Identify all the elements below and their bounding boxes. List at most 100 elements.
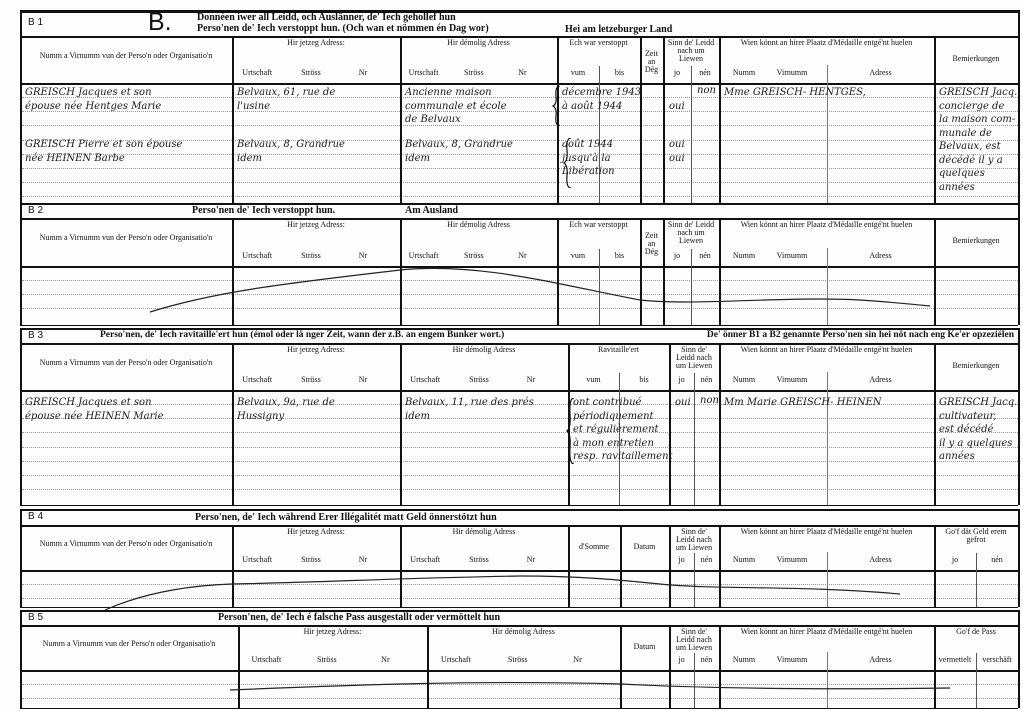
- section-id: B 4: [28, 511, 44, 522]
- column-divider: [427, 625, 429, 708]
- column-header-former: Hir démolig Adress: [452, 527, 516, 536]
- column-header-name: Numm a Virnumm vun der Perso'n oder Orga…: [39, 357, 213, 367]
- subheader-vermettelt: vermettelt: [938, 655, 972, 664]
- section-title: Perso'nen, de' Iech während Erer Illégal…: [195, 511, 497, 523]
- section-title: Person'nen, de' Iech é falsche Pass ausg…: [218, 612, 501, 623]
- subheader-bis: bis: [614, 251, 625, 260]
- subheader-urtschaft: Urtschaft: [441, 655, 471, 664]
- handwritten-ravit: ont contribué: [573, 397, 642, 408]
- column-header-bem: Bemierkungen: [952, 236, 1000, 245]
- subheader-virnumm: Virnumm: [776, 251, 808, 260]
- subcolumn-divider: [694, 373, 695, 505]
- right-border: [1018, 509, 1020, 607]
- subheader-virnumm: Virnumm: [776, 375, 808, 384]
- ruled-line: [22, 475, 1018, 476]
- column-header-sinn: Sinn de' Leidd nach um Liewen: [675, 627, 713, 652]
- section-top-border: [20, 509, 1018, 511]
- column-header-ravit: Ravitaille'ert: [598, 345, 639, 354]
- section-title: Perso'nen de' Iech verstoppt hun. (Och w…: [197, 23, 489, 34]
- column-header-pass: Go'f de Pass: [956, 627, 996, 636]
- column-header-wien: Wien könnt an hirer Plaatz d'Médaille en…: [740, 220, 913, 229]
- handwritten-cur: l'usine: [237, 100, 271, 112]
- subcolumn-divider: [619, 373, 620, 505]
- ruled-line: [22, 280, 1018, 281]
- column-divider: [719, 343, 721, 505]
- section-top-border: [20, 328, 1018, 330]
- column-divider: [232, 525, 234, 607]
- column-header-cur: Hir jetzeg Adress:: [303, 627, 362, 636]
- subheader-ströss: Ströss: [301, 555, 321, 564]
- column-header-name: Numm a Virnumm vun der Perso'n oder Orga…: [39, 50, 213, 60]
- subheader-nr: Nr: [526, 555, 536, 564]
- subcolumn-divider: [827, 652, 828, 708]
- subheader-vum: vum: [586, 375, 601, 384]
- handwritten-former: Ancienne maison: [405, 87, 492, 98]
- left-border: [20, 328, 22, 505]
- subcolumn-divider: [827, 552, 828, 607]
- column-divider: [719, 525, 721, 607]
- column-divider: [232, 36, 234, 203]
- header-top-border: [20, 625, 1018, 627]
- subheader-nr: Nr: [526, 375, 536, 384]
- ruled-line: [22, 418, 1018, 420]
- right-border: [1018, 610, 1020, 708]
- header-bottom-border: [20, 266, 1018, 268]
- subheader-urtschaft: Urtschaft: [408, 251, 439, 260]
- subheader-nr: Nr: [358, 251, 368, 260]
- subheader-nén: nén: [699, 68, 711, 77]
- column-header-wien: Wien könnt an hirer Plaatz d'Médaille en…: [740, 527, 913, 536]
- handwritten-cur: Belvaux, 61, rue de: [237, 87, 336, 98]
- subheader-numm: Numm: [732, 655, 756, 664]
- column-divider: [669, 343, 671, 505]
- subheader-nr: Nr: [518, 251, 527, 260]
- column-divider: [719, 218, 721, 325]
- subheader-adress: Adress: [869, 655, 892, 664]
- handwritten-hid: Libération: [562, 166, 615, 177]
- ruled-line: [22, 294, 1018, 296]
- column-header-wien: Wien könnt an hirer Plaatz d'Médaille en…: [740, 38, 913, 47]
- column-header-sinn: Sinn de' Leidd nach um Liewen: [667, 220, 715, 245]
- handwritten-bem: GREISCH Jacq.: [939, 397, 1018, 408]
- subheader-adress: Adress: [869, 555, 892, 564]
- column-divider: [663, 218, 665, 325]
- curly-brace: [566, 398, 575, 464]
- ruled-line: [22, 684, 1018, 685]
- ruled-line: [22, 111, 1018, 113]
- section-id: B 5: [28, 611, 44, 623]
- ruled-line: [22, 168, 1018, 169]
- column-header-zeit: Zeit an Dég: [644, 231, 659, 256]
- handwritten-cur: Belvaux, 9a, rue de: [237, 397, 335, 408]
- column-header-hid: Ech war verstoppt: [569, 38, 628, 47]
- section-id: B 2: [28, 204, 44, 216]
- column-divider: [568, 343, 570, 505]
- subcolumn-divider: [694, 553, 695, 607]
- handwritten-nen: non: [700, 395, 719, 406]
- ruled-line: [22, 446, 1018, 448]
- handwritten-ravit: et régulièrement: [573, 424, 659, 435]
- subcolumn-divider: [691, 249, 692, 325]
- column-header-cur: Hir jetzeg Adress:: [287, 38, 345, 47]
- column-header-bem: Bemierkungen: [952, 360, 1000, 370]
- subheader-ströss: Ströss: [464, 68, 484, 77]
- ruled-line: [22, 182, 1018, 184]
- column-header-cur: Hir jetzeg Adress:: [287, 220, 345, 229]
- subcolumn-divider: [599, 249, 600, 325]
- subheader-jo: jo: [673, 251, 681, 260]
- ruled-line: [22, 460, 1018, 462]
- section-title: Perso'nen, de' Iech ravitaille'ert hun (…: [100, 330, 505, 340]
- right-border: [1018, 10, 1020, 203]
- handwritten-bem: Belvaux, est: [939, 141, 1001, 152]
- column-divider: [620, 525, 622, 607]
- subheader-numm: Numm: [732, 555, 756, 564]
- right-border: [1018, 203, 1020, 325]
- handwritten-name: GREISCH Pierre et son épouse: [25, 139, 183, 150]
- ruled-line: [22, 404, 1018, 405]
- column-divider: [640, 36, 642, 203]
- header-bottom-border: [20, 670, 1018, 672]
- handwritten-name: épouse née HEINEN Marie: [25, 410, 164, 422]
- section-top-border: [20, 10, 1018, 13]
- left-border: [20, 10, 22, 203]
- handwritten-former: idem: [405, 152, 430, 164]
- ruled-line: [22, 139, 1018, 141]
